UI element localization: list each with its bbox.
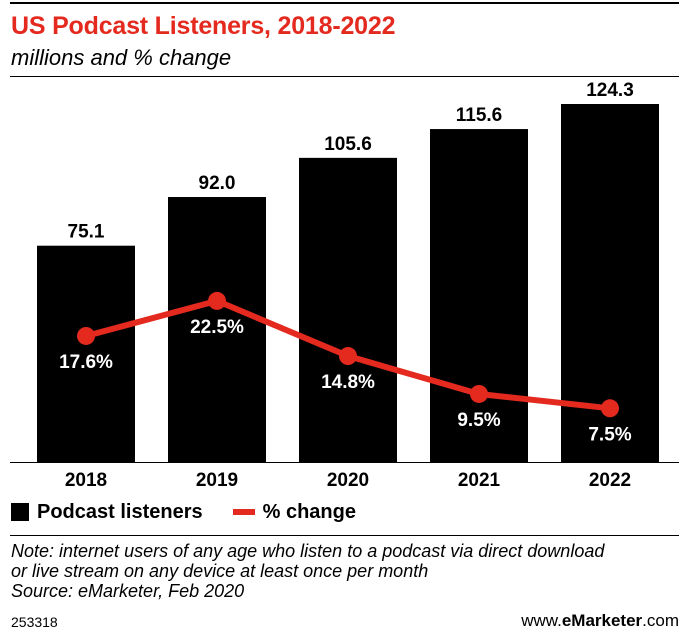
note-line-1: Note: internet users of any age who list…	[11, 541, 605, 561]
change-point-2021	[470, 384, 488, 403]
bar-line-chart: 75.1 92.0 105.6 115.6 124.3 2018 2019 2020 2021…	[10, 80, 679, 490]
note-line-2: or live stream on any device at least on…	[11, 561, 429, 581]
bar-2021	[430, 129, 528, 462]
brand-name: eMarketer	[561, 611, 643, 630]
change-label-2019: 22.5%	[190, 317, 244, 338]
legend-line-swatch	[232, 509, 255, 515]
change-label-2018: 17.6%	[59, 352, 113, 373]
bar-2019	[168, 197, 266, 462]
change-label-2021: 9.5%	[457, 410, 500, 431]
x-tick-label-2020: 2020	[327, 470, 369, 490]
chart-title: US Podcast Listeners, 2018-2022	[11, 12, 396, 40]
chart-subtitle: millions and % change	[11, 45, 232, 70]
bar-2020	[299, 157, 397, 462]
brand-prefix: www.	[521, 611, 562, 630]
brand-link[interactable]: www.eMarketer.com	[521, 611, 679, 631]
x-axis: 2018 2019 2020 2021 2022	[10, 462, 679, 490]
change-point-2022	[601, 399, 619, 418]
legend: Podcast listeners % change	[11, 499, 356, 525]
change-point-2019	[208, 291, 226, 310]
bar-value-label-2019: 92.0	[199, 173, 236, 194]
x-tick-label-2022: 2022	[589, 470, 631, 490]
top-rule	[10, 2, 679, 4]
bars-layer	[37, 104, 659, 462]
x-tick-label-2018: 2018	[65, 470, 107, 490]
subtitle-rule	[10, 76, 679, 77]
chart-id: 253318	[11, 614, 58, 630]
change-line-layer: 17.6% 22.5% 14.8% 9.5% 7.5%	[59, 291, 632, 445]
x-tick-label-2021: 2021	[458, 470, 501, 490]
bar-value-label-2021: 115.6	[456, 105, 503, 126]
x-tick-label-2019: 2019	[196, 470, 238, 490]
legend-bar-label: Podcast listeners	[37, 500, 203, 523]
bar-2018	[37, 245, 135, 462]
bar-value-labels: 75.1 92.0 105.6 115.6 124.3	[68, 80, 634, 243]
bar-value-label-2018: 75.1	[68, 222, 105, 243]
chart-note: Note: internet users of any age who list…	[11, 541, 679, 601]
bar-value-label-2022: 124.3	[586, 80, 634, 101]
note-source: Source: eMarketer, Feb 2020	[11, 581, 245, 601]
change-point-2020	[339, 347, 357, 366]
legend-bar-swatch	[11, 503, 29, 521]
change-point-2018	[77, 326, 95, 345]
legend-line-label: % change	[262, 500, 356, 523]
brand-suffix: .com	[642, 611, 679, 630]
bar-value-label-2020: 105.6	[324, 134, 372, 155]
change-label-2022: 7.5%	[588, 424, 631, 445]
change-label-2020: 14.8%	[321, 372, 375, 393]
note-rule	[10, 535, 679, 536]
